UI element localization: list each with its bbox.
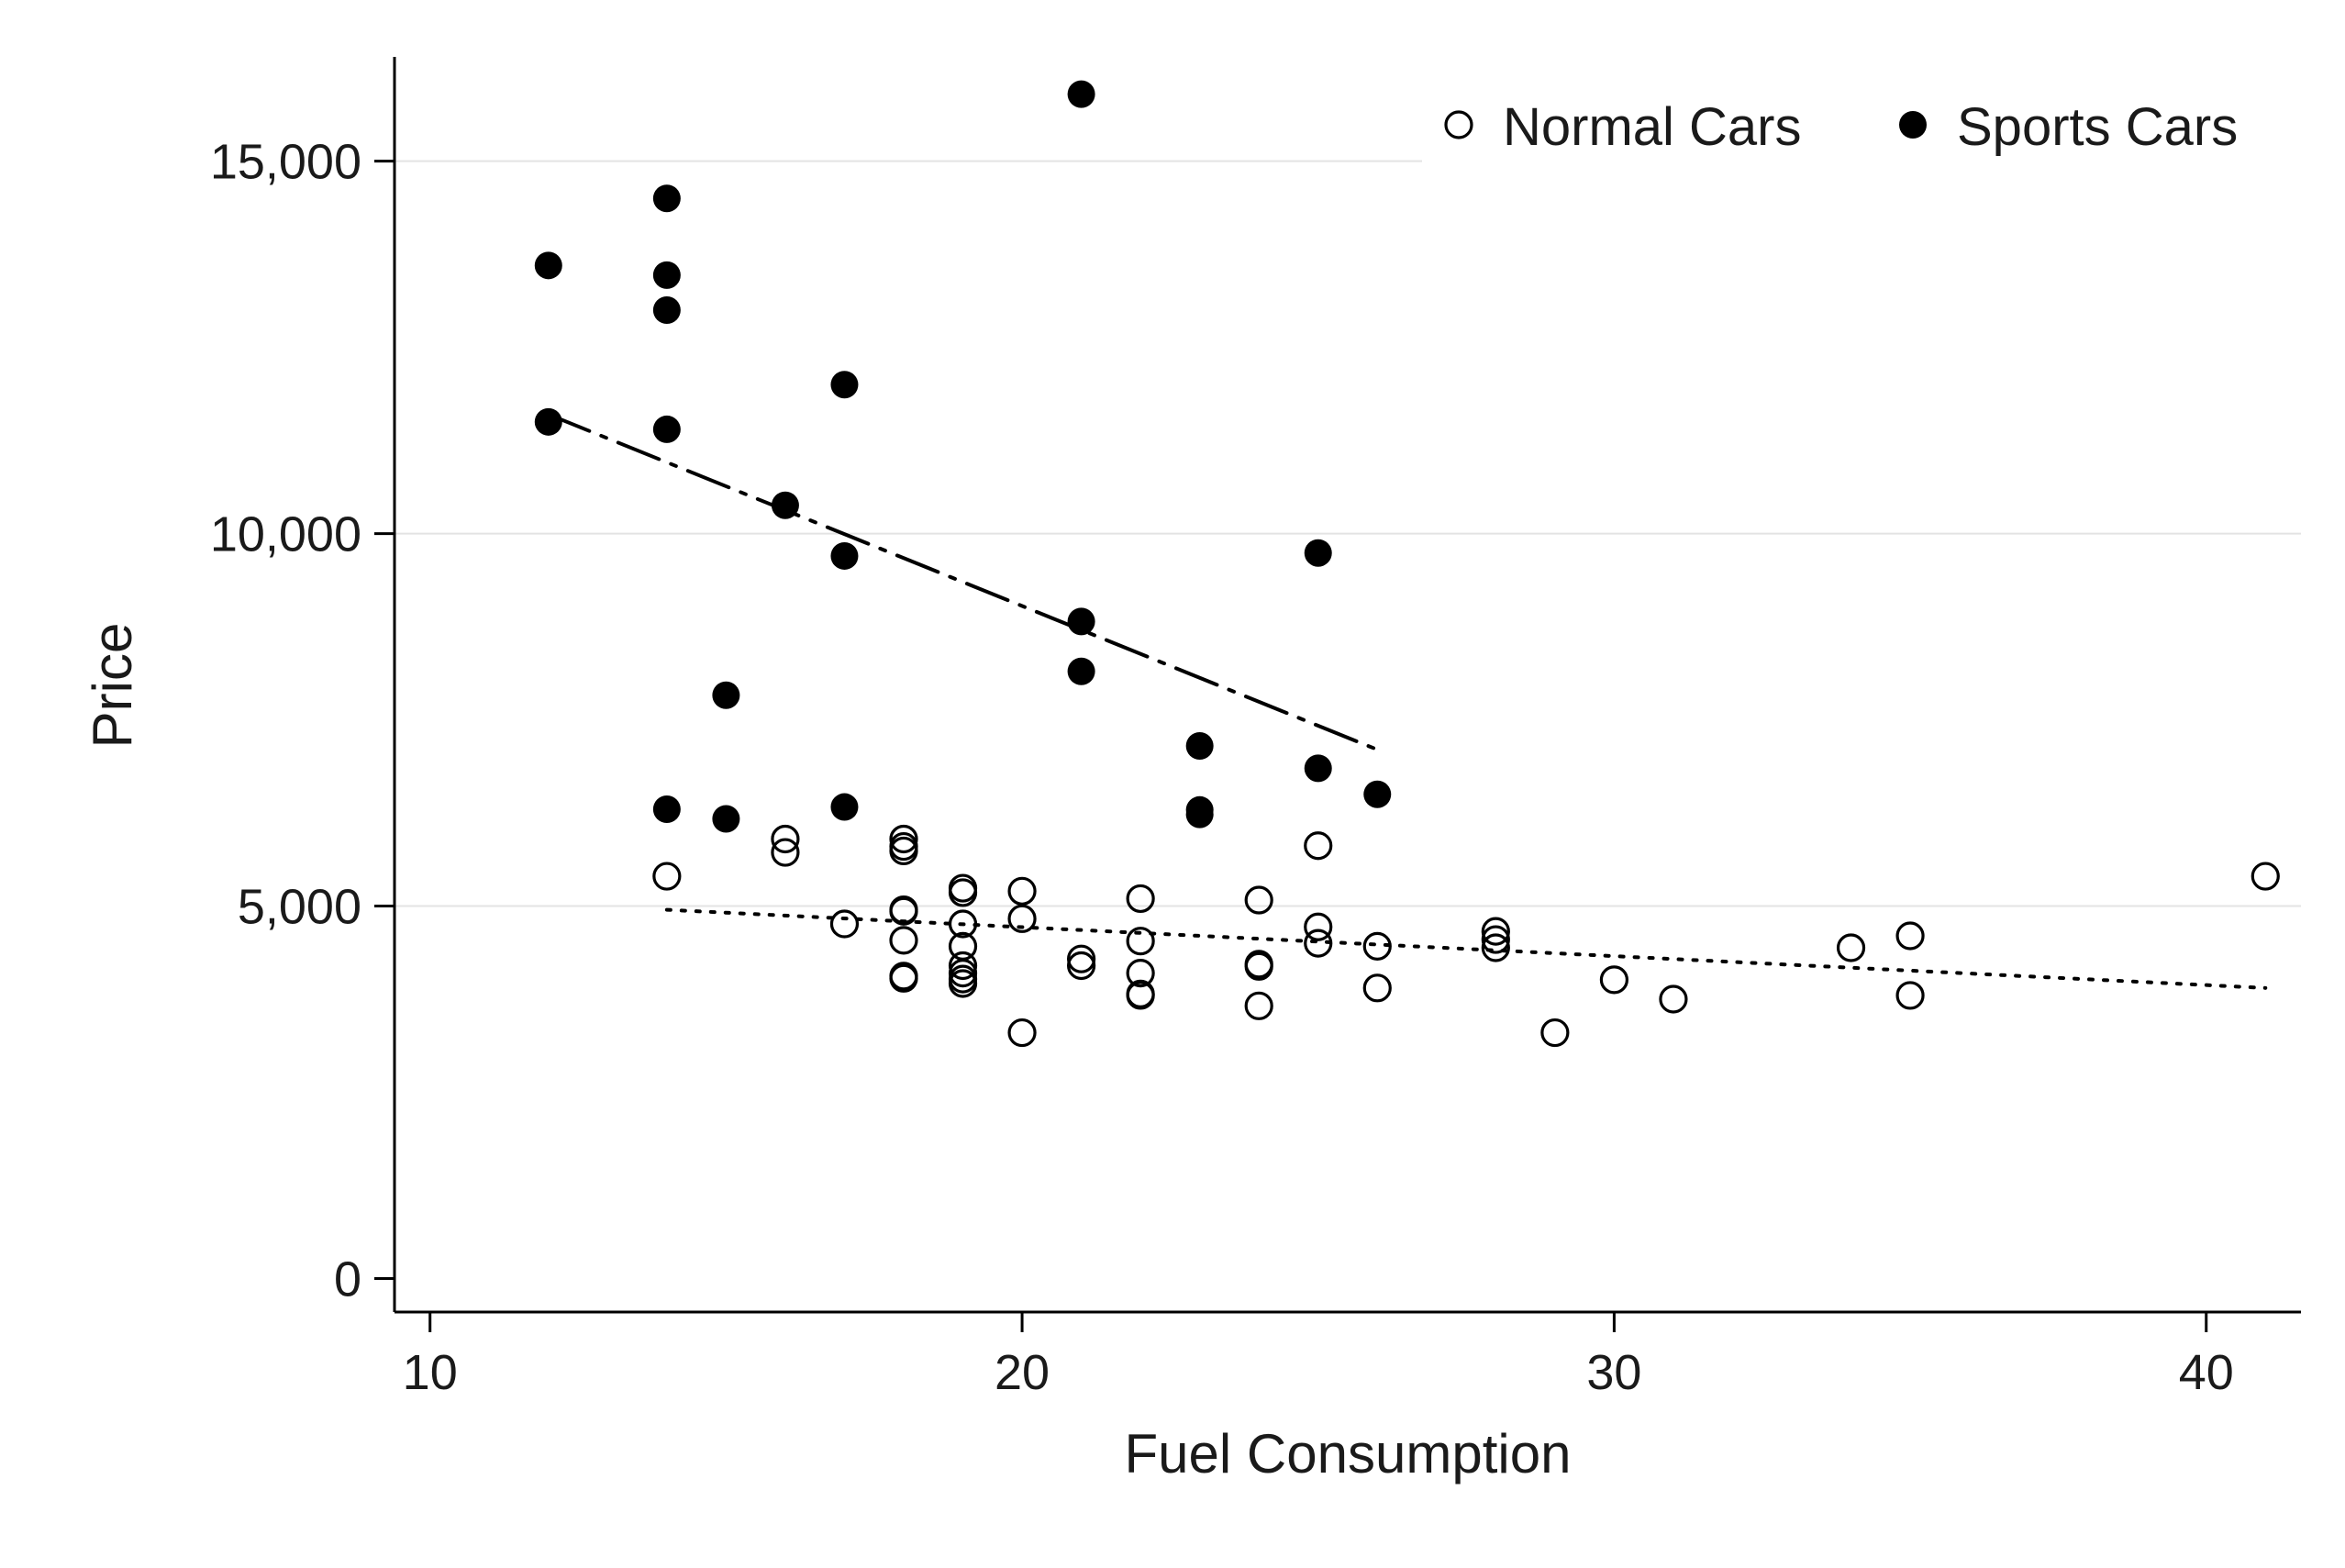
y-axis-title: Price (82, 623, 143, 749)
normal-car-point (1599, 965, 1629, 995)
normal-cars-fit-line (664, 907, 2268, 990)
sports-car-point (1185, 800, 1214, 828)
y-tick-label: 5,000 (238, 880, 361, 935)
sports-car-point (652, 184, 681, 213)
sports-cars-series (534, 80, 1392, 833)
normal-car-point (1362, 973, 1392, 1003)
normal-cars-series (652, 824, 2280, 1048)
sports-car-point (1185, 731, 1214, 760)
sports-car-point (652, 296, 681, 325)
data-points (534, 80, 2280, 1048)
normal-car-point (1481, 933, 1510, 962)
sports-car-point (830, 793, 859, 821)
normal-car-point (889, 824, 918, 854)
sports-car-point (1304, 754, 1332, 783)
normal-car-point (1659, 984, 1688, 1014)
normal-car-point (1126, 927, 1155, 956)
normal-car-point (1836, 933, 1866, 962)
normal-car-point (652, 862, 682, 891)
normal-car-point (1244, 991, 1273, 1020)
y-tick-label: 15,000 (210, 135, 361, 190)
normal-car-point (1895, 981, 1925, 1010)
sports-car-point (652, 415, 681, 443)
sports-car-point (771, 491, 799, 519)
normal-car-point (2251, 862, 2280, 891)
normal-car-point (1066, 944, 1096, 973)
x-tick-label: 10 (403, 1345, 458, 1400)
legend: Normal Cars Sports Cars (1422, 79, 2301, 163)
x-tick-label: 20 (995, 1345, 1050, 1400)
legend-sports-cars-marker (1899, 111, 1927, 139)
legend-background (1422, 79, 2301, 163)
y-tick-label: 10,000 (210, 507, 361, 562)
normal-car-point (1304, 831, 1333, 861)
axis-ticks: 0 5,000 10,000 15,000 10 20 30 40 (210, 135, 2234, 1400)
normal-car-point (948, 951, 978, 981)
legend-normal-cars-marker (1444, 110, 1473, 139)
normal-car-point (889, 896, 918, 926)
normal-car-point (1481, 925, 1510, 954)
sports-car-point (712, 681, 740, 709)
normal-car-point (1126, 958, 1155, 988)
sports-car-point (712, 805, 740, 833)
normal-car-point (889, 963, 918, 993)
legend-sports-cars-label: Sports Cars (1957, 97, 2238, 157)
sports-car-point (652, 795, 681, 823)
sports-car-point (830, 371, 859, 399)
sports-car-point (534, 251, 562, 280)
sports-car-point (534, 407, 562, 436)
normal-car-point (1126, 981, 1155, 1010)
normal-car-point (948, 909, 978, 939)
sports-car-point (1067, 607, 1095, 636)
axes (393, 57, 2301, 1314)
legend-normal-cars-label: Normal Cars (1503, 97, 1802, 157)
normal-car-point (1007, 904, 1037, 933)
normal-car-point (1066, 951, 1096, 981)
sports-car-point (1067, 80, 1095, 108)
normal-car-point (771, 838, 800, 867)
sports-car-point (830, 541, 859, 570)
normal-car-point (1244, 951, 1273, 981)
sports-cars-fit-line (546, 412, 1380, 752)
normal-car-point (1126, 884, 1155, 914)
normal-car-point (1481, 917, 1510, 946)
normal-car-point (948, 969, 978, 998)
normal-car-point (1007, 1018, 1037, 1048)
normal-car-point (1244, 885, 1273, 915)
normal-car-point (1895, 921, 1925, 951)
x-tick-label: 40 (2179, 1345, 2234, 1400)
normal-car-point (948, 878, 978, 907)
normal-car-point (1304, 929, 1333, 958)
normal-car-point (1362, 931, 1392, 961)
sports-car-point (1304, 539, 1332, 567)
x-axis-title: Fuel Consumption (1125, 1423, 1572, 1485)
normal-car-point (889, 926, 918, 955)
normal-car-point (1540, 1018, 1570, 1048)
y-tick-label: 0 (334, 1251, 361, 1307)
x-tick-label: 30 (1586, 1345, 1641, 1400)
sports-car-point (1363, 780, 1392, 808)
normal-car-point (771, 824, 800, 854)
fit-lines (546, 412, 2268, 990)
sports-car-point (652, 261, 681, 289)
normal-car-point (1007, 876, 1037, 906)
normal-car-point (829, 909, 860, 939)
normal-car-point (889, 836, 918, 866)
sports-car-point (1067, 657, 1095, 685)
normal-car-point (1304, 912, 1333, 941)
